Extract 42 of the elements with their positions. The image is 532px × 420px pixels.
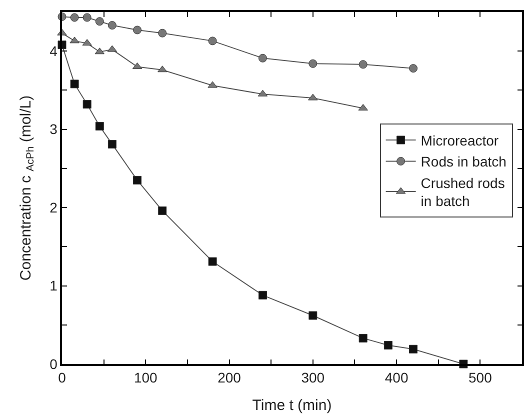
point [108, 21, 116, 30]
y-tick-label: 0 [50, 356, 58, 372]
point [82, 13, 92, 22]
x-tick-label: 500 [468, 370, 492, 386]
point [409, 64, 418, 73]
point [95, 122, 104, 130]
x-tick-label: 100 [134, 370, 158, 386]
y-tick-label: 2 [50, 199, 58, 216]
y-tick-label: 1 [50, 278, 58, 294]
point [95, 17, 104, 26]
x-axis-title: Time t (min) [252, 397, 332, 414]
point [70, 36, 80, 44]
point [208, 36, 217, 46]
point [208, 257, 217, 266]
legend-label: Rods in batch [420, 154, 506, 170]
point [358, 334, 368, 342]
point [258, 54, 267, 62]
point [133, 26, 142, 34]
point [70, 80, 79, 88]
point [133, 176, 142, 184]
x-tick-label: 300 [301, 370, 325, 386]
point [409, 344, 418, 354]
x-tick-label: 400 [384, 370, 408, 386]
point [308, 311, 318, 320]
point [358, 104, 368, 110]
y-tick-label: 4 [50, 43, 58, 60]
point [158, 28, 167, 38]
y-tick-label: 3 [50, 121, 58, 138]
point [108, 140, 116, 148]
legend-label: Microreactor [420, 132, 499, 148]
point [208, 81, 218, 88]
legend-label: Crushed rods in batch [420, 174, 505, 210]
point [358, 60, 368, 69]
point [258, 290, 267, 300]
x-tick-label: 200 [218, 370, 242, 386]
point [308, 94, 318, 100]
point [70, 13, 79, 22]
point [82, 39, 92, 46]
point [308, 59, 318, 68]
point [158, 206, 167, 215]
point [384, 340, 392, 350]
point [82, 100, 92, 109]
